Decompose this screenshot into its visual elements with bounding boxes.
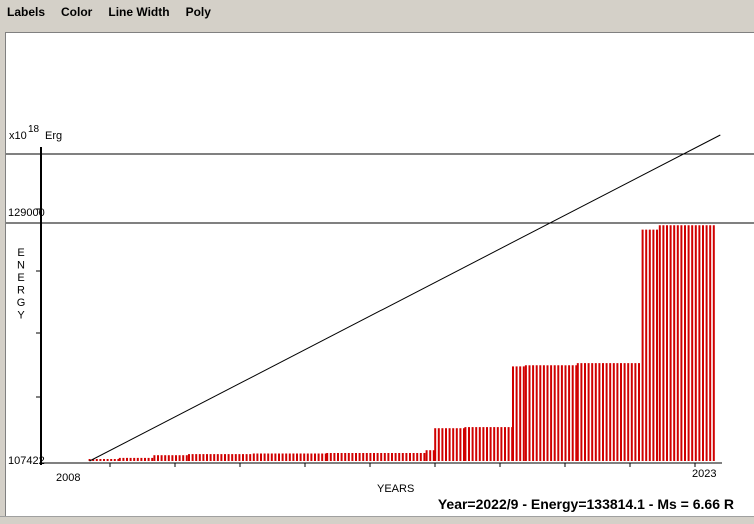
- menu-line-width[interactable]: Line Width: [108, 5, 170, 19]
- y-tick-label-top: 129000: [8, 207, 45, 219]
- bottom-strip: [0, 516, 754, 524]
- y-multiplier-exponent: 18: [28, 124, 40, 135]
- y-axis-label-letter: E: [17, 247, 24, 259]
- trend-line: [89, 134, 721, 462]
- y-axis-label-letter: G: [17, 297, 26, 309]
- x-tick-label-end: 2023: [692, 468, 716, 480]
- menu-labels[interactable]: Labels: [7, 5, 46, 19]
- y-axis-label-letter: R: [17, 285, 25, 297]
- y-tick-label-bottom: 107422: [8, 455, 45, 467]
- y-multiplier-base: x10: [9, 130, 27, 142]
- y-axis-label-letter: E: [17, 272, 24, 284]
- y-axis-label-letter: Y: [17, 310, 25, 322]
- menu-color[interactable]: Color: [61, 5, 93, 19]
- x-axis-label: YEARS: [377, 483, 414, 495]
- y-axis-label-letter: N: [17, 260, 25, 272]
- menu-bar: Labels Color Line Width Poly: [0, 0, 754, 24]
- y-unit-label: Erg: [45, 130, 62, 142]
- energy-bars: [88, 225, 715, 461]
- plot-area: x10 18 Erg 129000 107422 E N E R G Y 2008 2023 YEARS: [5, 32, 754, 518]
- menu-poly[interactable]: Poly: [185, 5, 211, 19]
- x-tick-label-start: 2008: [56, 472, 80, 484]
- chart-axes: [6, 134, 754, 467]
